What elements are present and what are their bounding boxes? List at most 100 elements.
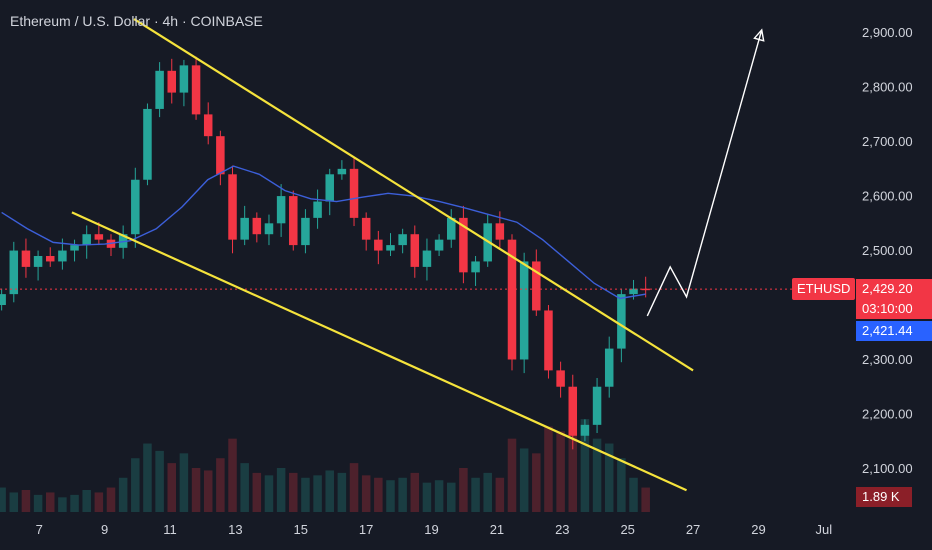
x-tick-label: 7 bbox=[36, 522, 43, 537]
candle[interactable] bbox=[532, 249, 541, 316]
volume-bar bbox=[422, 482, 432, 512]
x-tick-label: 19 bbox=[424, 522, 438, 537]
candle[interactable] bbox=[21, 238, 31, 278]
volume-bar bbox=[495, 477, 505, 512]
channel-upper-trendline[interactable] bbox=[133, 18, 694, 372]
symbol-badge: ETHUSD bbox=[792, 278, 856, 300]
candle[interactable] bbox=[422, 238, 432, 281]
candle[interactable] bbox=[544, 305, 553, 379]
volume-bar bbox=[155, 450, 164, 512]
candle[interactable] bbox=[82, 225, 91, 259]
x-tick-label: 11 bbox=[163, 522, 177, 537]
candle[interactable] bbox=[386, 233, 395, 256]
candle[interactable] bbox=[276, 184, 286, 237]
y-tick-label: 2,500.00 bbox=[862, 243, 913, 258]
candle[interactable] bbox=[143, 103, 152, 186]
volume-bar bbox=[94, 492, 104, 512]
time-axis[interactable]: 7 9 11 13 15 17 19 21 23 25 27 29 Jul bbox=[36, 522, 833, 537]
y-tick-label: 2,200.00 bbox=[862, 406, 913, 421]
volume-bar bbox=[33, 494, 43, 512]
volume-bar bbox=[264, 475, 274, 512]
volume-bar bbox=[507, 438, 517, 512]
candle[interactable] bbox=[337, 160, 347, 180]
candle[interactable] bbox=[240, 205, 249, 246]
candle[interactable] bbox=[106, 234, 116, 256]
candle[interactable] bbox=[313, 189, 322, 229]
candle[interactable] bbox=[446, 209, 456, 248]
candle[interactable] bbox=[519, 252, 529, 374]
volume-bar bbox=[592, 438, 602, 512]
candle[interactable] bbox=[349, 156, 359, 227]
candle[interactable] bbox=[556, 361, 565, 398]
candle[interactable] bbox=[45, 247, 55, 267]
candle[interactable] bbox=[604, 336, 614, 398]
x-tick-label: 15 bbox=[294, 522, 308, 537]
volume-bar bbox=[179, 453, 189, 512]
candle[interactable] bbox=[459, 205, 468, 284]
volume-bar bbox=[143, 443, 152, 512]
candle[interactable] bbox=[301, 209, 310, 254]
volume-bar bbox=[446, 482, 456, 512]
volume-bar bbox=[459, 468, 468, 512]
candle[interactable] bbox=[155, 62, 164, 118]
candle[interactable] bbox=[94, 222, 104, 246]
channel-lower-trendline[interactable] bbox=[71, 211, 687, 492]
candle[interactable] bbox=[203, 102, 213, 145]
candle[interactable] bbox=[568, 374, 578, 450]
volume-bar bbox=[167, 463, 177, 512]
volume-bar bbox=[483, 472, 492, 512]
volume-bar bbox=[629, 477, 638, 512]
candle[interactable] bbox=[592, 378, 602, 434]
candle[interactable] bbox=[9, 241, 19, 303]
candle[interactable] bbox=[228, 165, 237, 254]
y-tick-label: 2,700.00 bbox=[862, 134, 913, 149]
volume-bar bbox=[203, 470, 213, 512]
candle[interactable] bbox=[252, 212, 262, 243]
volume-bar bbox=[349, 463, 359, 512]
x-tick-label: 13 bbox=[228, 522, 242, 537]
candle[interactable] bbox=[434, 234, 444, 256]
candle[interactable] bbox=[361, 212, 371, 251]
candle[interactable] bbox=[70, 239, 79, 262]
volume-tag: 1.89 K bbox=[856, 487, 912, 507]
x-tick-label: 29 bbox=[751, 522, 765, 537]
volume-bar bbox=[131, 458, 140, 512]
candle[interactable] bbox=[179, 59, 189, 107]
projection-path[interactable] bbox=[646, 29, 763, 317]
volume-bar bbox=[398, 477, 407, 512]
x-tick-label: 23 bbox=[555, 522, 569, 537]
volume-bar bbox=[580, 419, 590, 512]
candle[interactable] bbox=[580, 419, 590, 442]
price-axis[interactable]: 2,900.00 2,800.00 2,700.00 2,600.00 2,500.00… bbox=[862, 25, 913, 476]
volume-bar bbox=[191, 468, 201, 512]
volume-bar bbox=[289, 472, 298, 512]
candle[interactable] bbox=[264, 214, 274, 246]
volume-bar bbox=[325, 470, 334, 512]
candle[interactable] bbox=[289, 190, 298, 251]
candle[interactable] bbox=[398, 228, 407, 254]
candlesticks[interactable] bbox=[0, 56, 650, 450]
volume-bar bbox=[216, 458, 225, 512]
candle[interactable] bbox=[0, 288, 6, 311]
volume-bar bbox=[337, 472, 347, 512]
y-tick-label: 2,800.00 bbox=[862, 80, 913, 95]
x-tick-label: 25 bbox=[620, 522, 634, 537]
candle[interactable] bbox=[131, 167, 140, 248]
volume-bar bbox=[252, 472, 262, 512]
last-price-tag: 2,429.20 bbox=[856, 279, 932, 299]
volume-bar bbox=[641, 487, 650, 512]
candle[interactable] bbox=[471, 256, 480, 286]
volume-bar bbox=[106, 487, 116, 512]
candle[interactable] bbox=[374, 230, 383, 265]
candle[interactable] bbox=[410, 225, 420, 278]
candle[interactable] bbox=[216, 130, 225, 186]
volume-bar bbox=[58, 497, 67, 512]
volume-bar bbox=[301, 477, 310, 512]
candle[interactable] bbox=[191, 56, 201, 120]
candle[interactable] bbox=[325, 168, 334, 216]
candle[interactable] bbox=[33, 250, 43, 281]
volume-bar bbox=[604, 443, 614, 512]
x-tick-label: 17 bbox=[359, 522, 373, 537]
candle[interactable] bbox=[167, 58, 177, 104]
